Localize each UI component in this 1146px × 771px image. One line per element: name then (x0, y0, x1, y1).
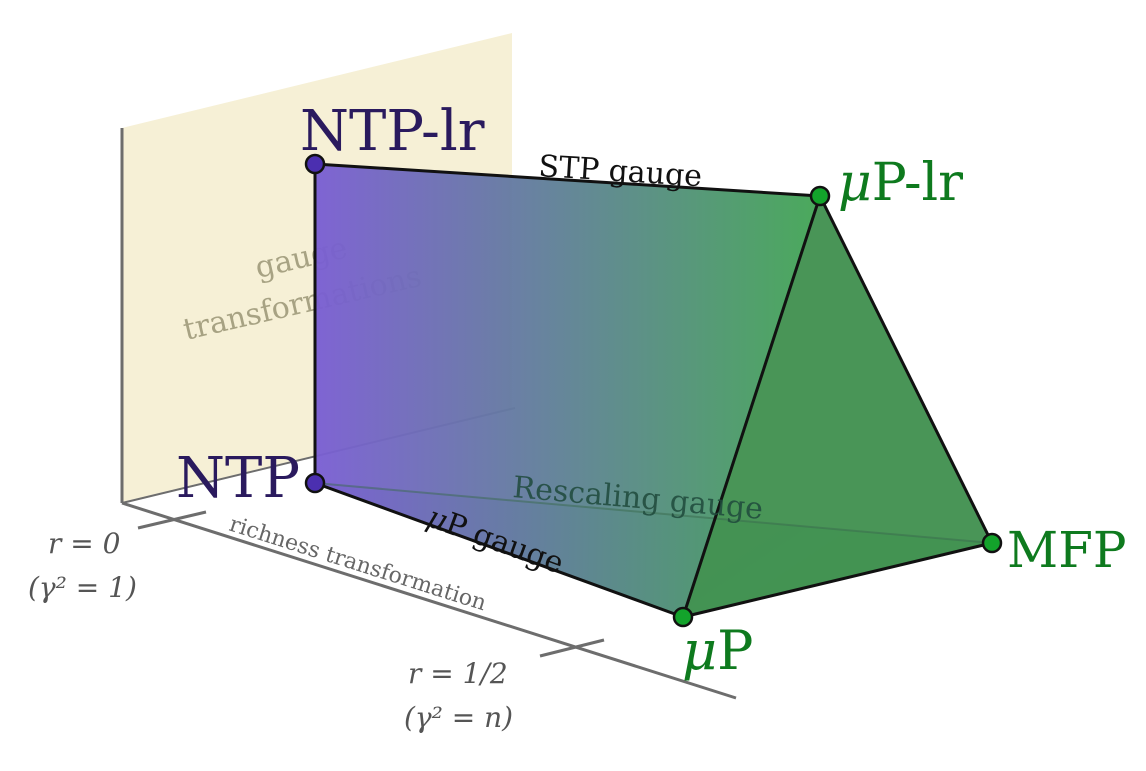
mup-lr-mup-edge (681, 195, 822, 618)
vertex-mup-lr (809, 185, 831, 207)
mup-mu: μ (682, 619, 717, 682)
vertex-mup (672, 606, 694, 628)
mup-rest: P (717, 619, 753, 682)
mfp-label: MFP (1007, 521, 1127, 579)
axis-tick-0 (137, 510, 207, 530)
mup-lr-mfp-edge (818, 195, 994, 544)
vertex-ntp-lr (304, 153, 326, 175)
axis-tick-1 (539, 638, 605, 658)
mup-gauge-edge (314, 481, 684, 619)
ntp-label: NTP (176, 446, 300, 511)
mup-mfp-edge (682, 541, 993, 619)
side-face (683, 196, 992, 617)
mup-lr-label: μP-lr (838, 153, 963, 213)
vertex-ntp (304, 472, 326, 494)
tick0-r-label: r = 0 (48, 527, 120, 560)
ntp-lr-label: NTP-lr (300, 99, 485, 164)
tick1-gamma-label: (γ² = n) (404, 701, 513, 734)
stp-gauge-edge (314, 162, 821, 198)
tick0-gamma-label: (γ² = 1) (28, 571, 137, 604)
tick1-r-label: r = 1/2 (408, 657, 508, 690)
front-face (315, 164, 820, 617)
mup-lr-rest: P-lr (872, 153, 963, 213)
mup-label: μP (682, 619, 753, 682)
richness-axis (121, 501, 737, 700)
vertex-mfp (981, 532, 1003, 554)
rescaling-gauge-edge (314, 482, 993, 544)
mup-lr-mu: μ (838, 153, 872, 213)
